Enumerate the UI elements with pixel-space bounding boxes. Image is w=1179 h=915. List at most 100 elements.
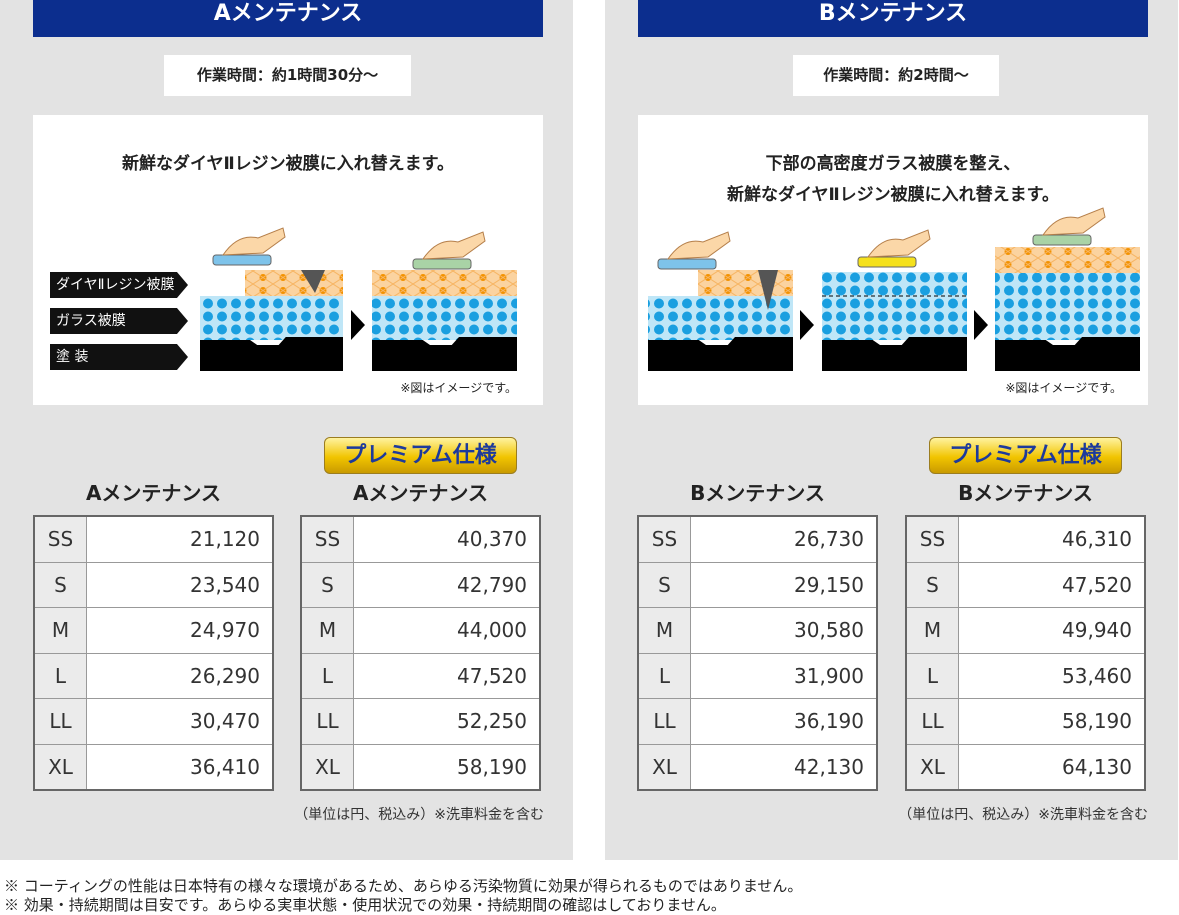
price-row: L 31,900 bbox=[637, 652, 878, 699]
price-row: XL 42,130 bbox=[637, 743, 878, 791]
hand bbox=[222, 227, 286, 256]
price: 36,190 bbox=[690, 698, 878, 745]
image-note: ※図はイメージです。 bbox=[1005, 381, 1122, 395]
layer-label: 塗 装 bbox=[50, 344, 188, 370]
price: 47,520 bbox=[353, 652, 541, 699]
price-row: S 42,790 bbox=[300, 561, 541, 608]
price-table: SS 21,120 S 23,540 M 24,970 L 26,290 LL 30,470 XL 3… bbox=[33, 515, 274, 791]
size: L bbox=[33, 652, 87, 699]
size: S bbox=[33, 561, 87, 608]
paint-layer bbox=[372, 337, 517, 371]
price: 42,130 bbox=[690, 743, 878, 791]
price: 31,900 bbox=[690, 652, 878, 699]
paint-layer bbox=[995, 337, 1140, 371]
hand bbox=[422, 231, 486, 260]
price-row: S 23,540 bbox=[33, 561, 274, 608]
price: 42,790 bbox=[353, 561, 541, 608]
pad bbox=[412, 258, 472, 270]
size: LL bbox=[33, 698, 87, 745]
missing-resin bbox=[200, 270, 245, 296]
price-row: LL 52,250 bbox=[300, 698, 541, 745]
step-arrow bbox=[351, 310, 365, 340]
missing-resin bbox=[648, 270, 698, 296]
price: 58,190 bbox=[958, 698, 1146, 745]
panel-title: Aメンテナンス bbox=[33, 0, 543, 37]
paint-layer bbox=[822, 337, 967, 371]
price-table: SS 46,310 S 47,520 M 49,940 L 53,460 LL 58,190 XL 6… bbox=[905, 515, 1146, 791]
description: 下部の高密度ガラス被膜を整え、 bbox=[765, 154, 1021, 174]
price-row: S 29,150 bbox=[637, 561, 878, 608]
work-time: 作業時間：約2時間～ bbox=[793, 55, 999, 96]
size: M bbox=[637, 607, 691, 654]
price: 53,460 bbox=[958, 652, 1146, 699]
price-row: LL 30,470 bbox=[33, 698, 274, 745]
price: 24,970 bbox=[86, 607, 274, 654]
illustration: 新鮮なダイヤⅡレジン被膜に入れ替えます。ダイヤⅡレジン被膜 ガラス被膜塗 装 ※図は… bbox=[33, 115, 543, 405]
hand bbox=[1042, 207, 1106, 236]
table-title: Bメンテナンス bbox=[690, 481, 825, 505]
price: 64,130 bbox=[958, 743, 1146, 791]
price: 30,580 bbox=[690, 607, 878, 654]
size: LL bbox=[300, 698, 354, 745]
price: 29,150 bbox=[690, 561, 878, 608]
description: 新鮮なダイヤⅡレジン被膜に入れ替えます。 bbox=[727, 185, 1059, 205]
size: L bbox=[637, 652, 691, 699]
price: 36,410 bbox=[86, 743, 274, 791]
size: SS bbox=[905, 515, 959, 563]
size: XL bbox=[300, 743, 354, 791]
dirt bbox=[301, 270, 325, 293]
illustration: 下部の高密度ガラス被膜を整え、新鮮なダイヤⅡレジン被膜に入れ替えます。 ※図はイメ… bbox=[638, 115, 1148, 405]
resin-layer bbox=[995, 247, 1140, 273]
size: SS bbox=[300, 515, 354, 563]
size: L bbox=[300, 652, 354, 699]
price: 46,310 bbox=[958, 515, 1146, 563]
footnote: ※ コーティングの性能は日本特有の様々な環境があるため、あらゆる汚染物質に効果が… bbox=[4, 877, 803, 895]
resin-layer bbox=[372, 270, 517, 296]
size: SS bbox=[33, 515, 87, 563]
size: L bbox=[905, 652, 959, 699]
glass-layer bbox=[822, 272, 967, 340]
premium-badge: プレミアム仕様 bbox=[324, 437, 517, 474]
work-time: 作業時間：約1時間30分～ bbox=[164, 55, 411, 96]
diagram bbox=[200, 227, 517, 371]
price-row: SS 21,120 bbox=[33, 515, 274, 563]
pad bbox=[657, 258, 717, 270]
panel: Bメンテナンス 作業時間：約2時間～ 下部の高密度ガラス被膜を整え、 新鮮なダイヤⅡ… bbox=[605, 0, 1178, 860]
image-note: ※図はイメージです。 bbox=[400, 381, 517, 395]
price-table: SS 40,370 S 42,790 M 44,000 L 47,520 LL 52,250 XL 5… bbox=[300, 515, 541, 791]
glass-layer bbox=[648, 296, 793, 340]
price: 44,000 bbox=[353, 607, 541, 654]
price: 40,370 bbox=[353, 515, 541, 563]
price-row: XL 36,410 bbox=[33, 743, 274, 791]
table-title: Aメンテナンス bbox=[352, 481, 489, 505]
glass-layer bbox=[995, 273, 1140, 340]
panel-title: Bメンテナンス bbox=[638, 0, 1148, 37]
price: 58,190 bbox=[353, 743, 541, 791]
size: XL bbox=[637, 743, 691, 791]
pad bbox=[212, 254, 272, 266]
price-row: M 30,580 bbox=[637, 607, 878, 654]
price-row: LL 58,190 bbox=[905, 698, 1146, 745]
pad bbox=[857, 256, 917, 268]
table-title: Bメンテナンス bbox=[958, 481, 1093, 505]
size: XL bbox=[905, 743, 959, 791]
layer-label: ダイヤⅡレジン被膜 bbox=[50, 272, 188, 298]
size: M bbox=[300, 607, 354, 654]
table-title: Aメンテナンス bbox=[85, 481, 222, 505]
size: M bbox=[905, 607, 959, 654]
price-row: LL 36,190 bbox=[637, 698, 878, 745]
price-row: M 44,000 bbox=[300, 607, 541, 654]
price: 23,540 bbox=[86, 561, 274, 608]
price-row: L 26,290 bbox=[33, 652, 274, 699]
price: 26,290 bbox=[86, 652, 274, 699]
step-arrow bbox=[974, 310, 988, 340]
price-row: SS 40,370 bbox=[300, 515, 541, 563]
price-row: SS 26,730 bbox=[637, 515, 878, 563]
layer-label: ガラス被膜 bbox=[50, 308, 188, 334]
price: 49,940 bbox=[958, 607, 1146, 654]
description: 新鮮なダイヤⅡレジン被膜に入れ替えます。 bbox=[122, 154, 454, 174]
premium-badge: プレミアム仕様 bbox=[929, 437, 1122, 474]
glass-layer bbox=[372, 296, 517, 340]
hand bbox=[667, 231, 731, 260]
glass-layer bbox=[200, 296, 343, 340]
